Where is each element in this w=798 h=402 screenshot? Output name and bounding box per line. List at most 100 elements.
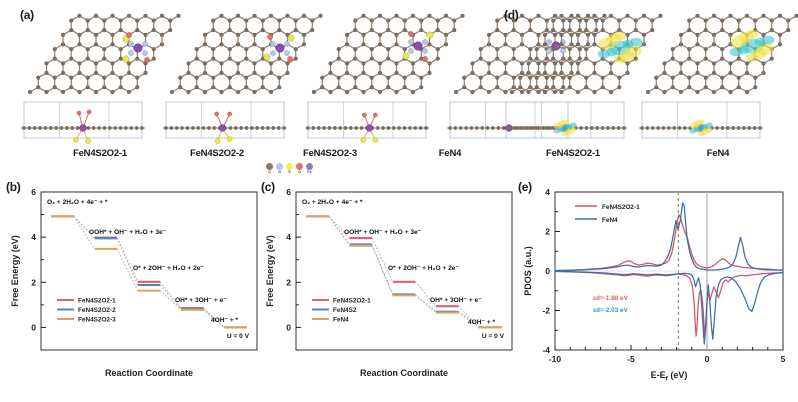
charge-density-isosurface: [693, 127, 700, 133]
atom-carbon: [526, 61, 531, 66]
atom-carbon: [394, 70, 399, 76]
atom-sulfur: [372, 137, 379, 143]
atom-carbon: [168, 27, 173, 33]
atom-nitrogen: [270, 50, 276, 56]
atom-carbon: [551, 47, 556, 52]
atom-carbon: [761, 13, 766, 18]
atom-carbon: [151, 56, 156, 61]
atom-carbon: [503, 61, 508, 66]
atom-carbon: [519, 42, 525, 47]
atom-carbon: [361, 70, 366, 76]
atom-carbon: [536, 70, 541, 76]
atom-carbon: [135, 85, 140, 90]
legend-label-fen4s2o2-1: FeN4S2O2-1: [333, 298, 371, 305]
atom-carbon: [534, 85, 539, 90]
atom-carbon: [126, 70, 132, 76]
atom-carbon: [110, 42, 115, 47]
charge-density-isosurface: [754, 37, 766, 47]
panel-d-tag: (d): [504, 8, 519, 22]
atom-carbon: [361, 89, 366, 95]
atom-nitrogen: [284, 50, 290, 56]
legend-label-fen4s2o2-1: FeN4S2O2-1: [78, 298, 116, 305]
atom-carbon: [110, 32, 115, 37]
atom-carbon: [77, 42, 82, 47]
atom-carbon: [575, 61, 581, 66]
atom-carbon: [140, 126, 144, 130]
connector-line: [458, 312, 480, 328]
atom-carbon: [143, 70, 148, 76]
atom-color-dot-n: [276, 163, 283, 170]
atom-carbon: [608, 89, 614, 95]
atom-carbon: [687, 75, 692, 80]
y-tick-label: 4: [545, 187, 550, 197]
atom-carbon: [419, 85, 424, 90]
atom-legend-text-n: N: [278, 170, 281, 174]
atom-carbon: [606, 126, 610, 130]
y-tick-label: 4: [286, 232, 291, 242]
atom-carbon: [561, 75, 566, 80]
atom-carbon: [159, 32, 165, 37]
atom-oxygen: [373, 112, 378, 118]
atom-carbon: [135, 18, 140, 23]
atom-carbon: [402, 18, 407, 23]
atom-carbon: [518, 85, 523, 90]
atom-carbon: [219, 89, 224, 95]
atom-carbon: [52, 75, 57, 80]
atom-carbon: [633, 27, 638, 33]
atom-carbon: [377, 70, 383, 76]
pdos-curve-fen4s2o2-1-spin-up: [554, 214, 784, 272]
atom-carbon: [143, 13, 148, 18]
panel-c-free-energy-diagram: 0 2 4 6 Free Energy (eV) Reaction Coordinate O…: [265, 187, 513, 378]
atom-oxygen: [422, 56, 428, 62]
atom-carbon: [69, 75, 74, 80]
atom-carbon: [633, 56, 638, 61]
atom-carbon: [36, 75, 41, 80]
atom-carbon: [301, 32, 307, 37]
cell-box: [449, 101, 569, 139]
y-tick-label: 2: [31, 277, 36, 287]
atom-carbon: [394, 32, 399, 37]
atom-carbon: [233, 126, 238, 130]
atom-carbon: [711, 32, 717, 37]
atom-carbon: [611, 126, 616, 130]
atom-carbon: [541, 126, 546, 130]
atom-carbon: [202, 89, 208, 95]
atom-carbon: [552, 13, 558, 18]
atom-carbon: [318, 13, 323, 18]
atom-carbon: [478, 47, 483, 52]
atom-carbon: [561, 85, 566, 90]
atom-carbon: [369, 27, 374, 33]
atom-carbon: [60, 32, 66, 37]
atom-carbon: [478, 85, 483, 90]
atom-carbon: [135, 27, 140, 33]
atom-iron: [79, 124, 87, 132]
atom-carbon: [338, 126, 343, 130]
connector-line: [328, 215, 350, 239]
atom-carbon: [585, 13, 591, 18]
pdos-curve-fen4-spin-down: [554, 270, 784, 345]
atom-carbon: [328, 89, 333, 95]
atom-carbon: [462, 85, 467, 90]
structure-side-view: [163, 101, 287, 144]
atom-carbon: [402, 75, 407, 80]
atom-carbon: [511, 56, 516, 61]
structure-top-view: [509, 13, 663, 95]
atom-carbon: [93, 70, 99, 76]
atom-carbon: [662, 61, 667, 66]
atom-carbon: [443, 32, 449, 37]
atom-oxygen: [144, 57, 150, 63]
atom-carbon: [661, 126, 666, 130]
atom-iron: [413, 41, 423, 51]
panel-c-tag: (c): [261, 180, 275, 194]
atom-carbon: [285, 70, 290, 76]
y-tick-label: -4: [542, 345, 550, 355]
atom-carbon: [107, 126, 112, 130]
atom-carbon: [602, 13, 607, 18]
step-label-1: OOH* + OH⁻ + H₂O + 3e⁻: [89, 229, 167, 236]
atom-carbon: [110, 13, 115, 18]
atom-carbon: [744, 70, 750, 76]
atom-carbon: [542, 32, 548, 37]
legend-label-fen4s2o2-1: FeN4S2O2-1: [602, 204, 640, 211]
atom-nitrogen: [142, 50, 148, 56]
atom-carbon: [536, 13, 541, 18]
